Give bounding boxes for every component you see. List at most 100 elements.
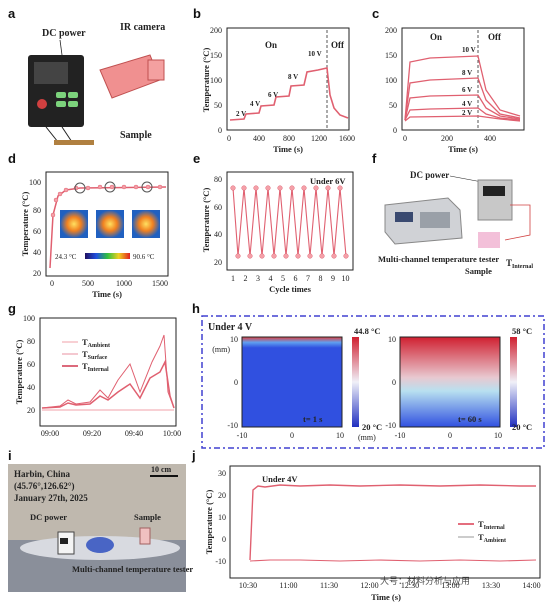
e-xlabel: Cycle times (269, 284, 311, 294)
b-off: Off (331, 40, 345, 50)
b-step: 6 V (268, 91, 278, 99)
h-xtick: 10 (336, 431, 344, 440)
e-xtick: 4 (269, 274, 273, 283)
h-colorbar-left (352, 337, 359, 427)
panel-b: b Temperature (°C) 0 50 100 150 200 0 40… (193, 6, 355, 154)
j-ytick: 10 (218, 513, 226, 522)
b-ylabel: Temperature (°C) (201, 48, 211, 113)
j-xtick: 10:30 (239, 581, 257, 590)
ir-camera-label: IR camera (120, 22, 165, 33)
h-title: Under 4 V (208, 322, 253, 333)
d-xtick: 1500 (152, 279, 168, 288)
e-xtick: 8 (319, 274, 323, 283)
e-ylabel: Temperature (°C) (201, 188, 211, 253)
i-tester: Multi-channel temperature tester (72, 564, 193, 574)
j-xlabel: Time (s) (371, 592, 401, 602)
j-xtick: 14:00 (522, 581, 540, 590)
b-ytick: 150 (210, 51, 222, 60)
f-sample-label: Sample (465, 266, 492, 276)
d-ytick: 60 (33, 227, 41, 236)
h-heatmap-left (241, 336, 343, 428)
j-xtick: 12:30 (401, 581, 419, 590)
d-xtick: 0 (50, 279, 54, 288)
h-frame (201, 315, 545, 449)
i-loc1: Harbin, China (14, 469, 71, 479)
panel-label-f: f (372, 151, 377, 166)
j-legend-ambient: TAmbient (478, 532, 506, 544)
b-curve (229, 67, 349, 121)
c-curve-label: 2 V (462, 109, 472, 117)
b-xtick: 1600 (339, 134, 355, 143)
c-ytick: 150 (385, 51, 397, 60)
g-ytick: 60 (27, 360, 35, 369)
h-xtick: 10 (494, 431, 502, 440)
e-xtick: 6 (294, 274, 298, 283)
f-internal-label: TInternal (506, 258, 533, 270)
d-cmax: 90.6 °C (133, 253, 155, 261)
d-colorbar (85, 253, 130, 259)
panel-label-c: c (372, 6, 379, 21)
f-sample (478, 232, 500, 248)
h-ytick: -10 (227, 421, 238, 430)
e-xtick: 3 (256, 274, 260, 283)
c-curve-label: 4 V (462, 100, 472, 108)
d-ytick: 80 (33, 206, 41, 215)
h-right-min: 20 °C (512, 422, 532, 432)
g-ytick: 80 (27, 337, 35, 346)
j-ytick: 30 (218, 469, 226, 478)
g-ytick: 40 (27, 383, 35, 392)
b-step: 4 V (250, 100, 260, 108)
e-xtick: 1 (231, 274, 235, 283)
thermal-image (60, 210, 88, 238)
c-xlabel: Time (s) (448, 144, 478, 154)
d-cmin: 24.3 °C (55, 253, 77, 261)
panel-i: i Harbin, China (45.76°,126.62°) January… (8, 448, 193, 592)
panel-a: a DC power IR camera Sample (8, 6, 165, 145)
sample-strip (54, 140, 94, 145)
j-xtick: 11:00 (280, 581, 298, 590)
e-xtick: 10 (342, 274, 350, 283)
g-xtick: 10:00 (163, 429, 181, 438)
j-ylabel: Temperature (°C) (204, 490, 214, 555)
d-ylabel: Temperature (°C) (20, 192, 30, 257)
panel-label-i: i (8, 448, 12, 463)
i-sample: Sample (134, 512, 161, 522)
i-dc: DC power (30, 512, 67, 522)
i-scale: 10 cm (151, 465, 172, 474)
e-ytick: 80 (214, 175, 222, 184)
j-xtick: 13:30 (482, 581, 500, 590)
panel-h: h Under 4 V t= 1 s t= 60 s 10 0 -10 (mm)… (192, 301, 545, 449)
b-xlabel: Time (s) (273, 144, 303, 154)
h-t1: t= 1 s (303, 414, 323, 424)
e-xtick: 7 (306, 274, 310, 283)
panel-j: j Temperature (°C) 30 20 10 0 -10 10:30 1… (191, 448, 541, 602)
e-xtick: 5 (281, 274, 285, 283)
thermal-image (96, 210, 124, 238)
e-curve (232, 187, 347, 257)
g-legend-internal: TInternal (82, 361, 109, 373)
b-ytick: 100 (210, 76, 222, 85)
h-mm: (mm) (212, 345, 230, 354)
h-left-max: 44.8 °C (354, 326, 381, 336)
g-legend-ambient: TAmbient (82, 337, 110, 349)
c-xtick: 0 (403, 134, 407, 143)
thermal-image (132, 210, 160, 238)
h-t2: t= 60 s (458, 414, 482, 424)
b-xtick: 800 (283, 134, 295, 143)
h-ytick: 10 (230, 335, 238, 344)
i-date: January 27th, 2025 (14, 493, 88, 503)
g-legend-surface: TSurface (82, 349, 108, 361)
g-xtick: 09:00 (41, 429, 59, 438)
j-ambient-curve (249, 559, 537, 562)
e-xtick: 9 (331, 274, 335, 283)
b-step: 10 V (308, 50, 322, 58)
h-colorbar-right (510, 337, 517, 427)
e-ytick: 40 (214, 230, 222, 239)
dc-power-label: DC power (42, 28, 86, 39)
c-curve-label: 6 V (462, 86, 472, 94)
c-xtick: 400 (484, 134, 496, 143)
watermark: 大号：材料分析与应用 (380, 575, 470, 586)
c-on: On (430, 32, 442, 42)
f-tester-label: Multi-channel temperature tester (378, 254, 499, 264)
